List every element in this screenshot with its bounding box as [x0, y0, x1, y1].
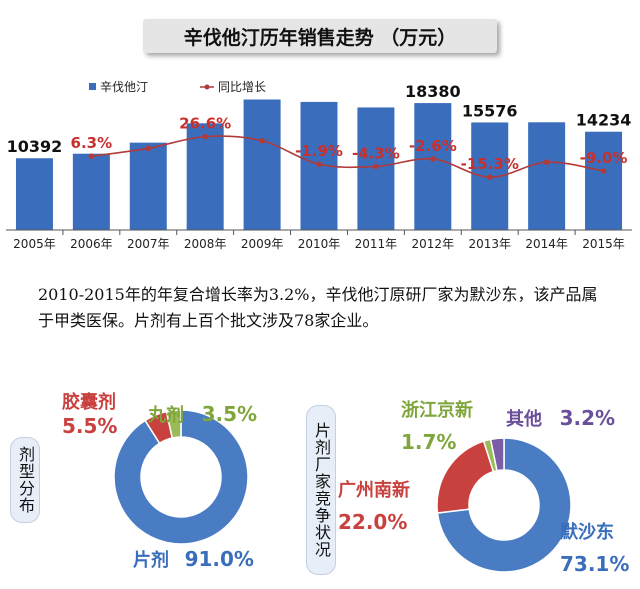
label-msd-name: 默沙东 [560, 522, 614, 543]
label-other: 其他 3.2% [506, 405, 615, 431]
x-tick-label: 2013年 [468, 237, 511, 251]
label-pill-pct: 3.5% [201, 402, 258, 426]
x-tick-label: 2007年 [127, 237, 170, 251]
label-msd: 默沙东 73.1% [560, 518, 629, 576]
label-guangzhou-name: 广州南新 [338, 480, 410, 501]
label-guangzhou-pct: 22.0% [338, 510, 408, 534]
label-msd-pct: 73.1% [560, 552, 630, 576]
bar-2007年 [129, 142, 167, 230]
bar-value-label: 14234 [576, 111, 632, 130]
growth-point [373, 163, 379, 170]
legend-line-marker [204, 84, 210, 90]
label-capsule: 胶囊剂 5.5% [62, 388, 117, 438]
growth-value-label: 26.6% [179, 115, 231, 133]
growth-point [202, 133, 208, 140]
x-tick-label: 2011年 [355, 237, 398, 251]
competition-slice-2 [482, 438, 498, 473]
growth-value-label: -4.3% [352, 144, 400, 162]
x-tick-label: 2014年 [525, 237, 568, 251]
growth-point [430, 156, 436, 162]
label-tablet: 片剂 91.0% [133, 546, 254, 572]
x-tick-label: 2012年 [412, 237, 455, 251]
competition-slice-3 [489, 437, 505, 472]
growth-point [600, 168, 607, 174]
legend-line-label: 同比增长 [218, 80, 266, 94]
x-tick-label: 2010年 [298, 237, 341, 251]
label-other-name: 其他 [506, 409, 542, 430]
growth-point [88, 153, 95, 160]
growth-point [543, 159, 550, 165]
growth-value-label: -2.6% [409, 137, 457, 155]
bar-2005年 [15, 158, 53, 230]
label-pill-name: 丸剂 [148, 405, 184, 426]
label-zhejiang: 浙江京新 1.7% [401, 396, 473, 454]
growth-point [486, 174, 493, 180]
growth-value-label: -15.3% [461, 155, 519, 173]
dosage-side-label: 剂型分布 [10, 437, 40, 523]
label-capsule-name: 胶囊剂 [62, 392, 116, 413]
x-tick-label: 2015年 [582, 237, 625, 251]
label-pill: 丸剂 3.5% [148, 401, 257, 427]
legend-bar-label: 辛伐他汀 [100, 80, 148, 94]
label-zhejiang-name: 浙江京新 [401, 400, 473, 421]
bar-2008年 [186, 123, 224, 230]
bar-2012年 [414, 103, 452, 230]
label-other-pct: 3.2% [559, 406, 616, 430]
bar-2009年 [243, 99, 281, 230]
bar-2014年 [528, 122, 566, 230]
x-tick-label: 2008年 [184, 237, 227, 251]
bar-value-label: 15576 [462, 101, 518, 120]
label-guangzhou: 广州南新 22.0% [338, 476, 410, 534]
chart-title: 辛伐他汀历年销售走势 （万元） [143, 19, 497, 53]
growth-value-label: 6.3% [71, 134, 113, 152]
growth-value-label: -9.0% [580, 149, 628, 167]
bar-2015年 [585, 131, 623, 230]
summary-text: 2010-2015年的年复合增长率为3.2%，辛伐他汀原研厂家为默沙东，该产品属… [38, 285, 598, 330]
x-tick-label: 2009年 [241, 237, 284, 251]
label-zhejiang-pct: 1.7% [401, 430, 457, 454]
label-tablet-pct: 91.0% [184, 547, 254, 571]
competition-slice-0 [436, 437, 572, 573]
growth-point [145, 145, 152, 152]
legend-bar-swatch [89, 83, 96, 90]
bar-2006年 [72, 153, 110, 230]
legend: 辛伐他汀 同比增长 [89, 80, 266, 94]
growth-point [316, 161, 322, 167]
growth-line [91, 135, 604, 178]
competition-side-label: 片剂厂家竞争状况 [306, 405, 336, 575]
dosage-slice-0 [113, 409, 249, 545]
label-capsule-pct: 5.5% [62, 414, 118, 438]
bar-value-label: 18380 [405, 82, 461, 101]
bar-value-label: 10392 [7, 137, 63, 156]
growth-value-label: -1.9% [295, 142, 343, 160]
growth-point [259, 137, 265, 144]
sales-trend-chart: 辛伐他汀 同比增长 2005年 2006年 2007年 2008年 2009年 2010年… [6, 80, 632, 251]
label-tablet-name: 片剂 [133, 550, 169, 571]
x-tick-label: 2005年 [13, 237, 56, 251]
x-tick-label: 2006年 [70, 237, 113, 251]
